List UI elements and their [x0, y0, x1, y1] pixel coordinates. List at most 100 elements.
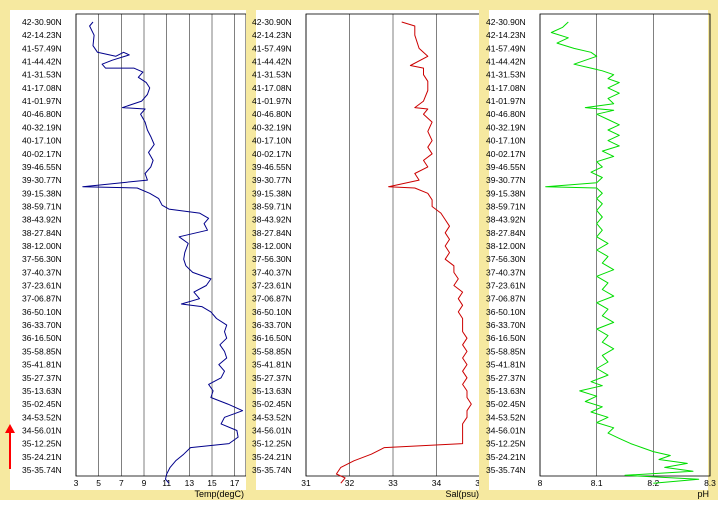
- x-tick-label: 33: [388, 478, 398, 488]
- y-tick-label: 40-17.10N: [486, 136, 526, 146]
- y-tick-label: 39-15.38N: [486, 188, 526, 198]
- y-tick-label: 41-01.97N: [486, 96, 526, 106]
- series-line: [335, 21, 472, 484]
- y-tick-label: 37-56.30N: [252, 254, 292, 264]
- y-tick-label: 35-41.81N: [252, 360, 292, 370]
- y-tick-label: 41-17.08N: [252, 83, 292, 93]
- y-tick-label: 35-35.74N: [486, 465, 526, 475]
- y-tick-label: 41-57.49N: [22, 43, 62, 53]
- y-tick-label: 37-56.30N: [486, 254, 526, 264]
- y-tick-label: 38-43.92N: [252, 215, 292, 225]
- chart-panel-3: 42-30.90N 42-14.23N 41-57.49N 41-44.42N 41-3…: [479, 0, 718, 500]
- y-tick-label: 34-53.52N: [22, 412, 62, 422]
- y-tick-label: 39-46.55N: [22, 162, 62, 172]
- x-tick-label: 3: [74, 478, 79, 488]
- y-tick-label: 35-02.45N: [22, 399, 62, 409]
- y-tick-label: 36-16.50N: [22, 333, 62, 343]
- x-tick-label: 8.1: [591, 478, 603, 488]
- y-tick-label: 39-46.55N: [252, 162, 292, 172]
- y-tick-label: 35-58.85N: [22, 346, 62, 356]
- x-axis-label: Sal(psu): [445, 489, 479, 499]
- y-tick-label: 40-17.10N: [252, 136, 292, 146]
- y-tick-label: 38-12.00N: [486, 241, 526, 251]
- x-tick-label: 32: [345, 478, 355, 488]
- y-tick-label: 35-58.85N: [252, 346, 292, 356]
- y-tick-label: 35-24.21N: [252, 452, 292, 462]
- y-tick-label: 35-13.63N: [486, 386, 526, 396]
- y-tick-label: 41-31.53N: [22, 70, 62, 80]
- y-tick-label: 36-33.70N: [252, 320, 292, 330]
- y-tick-label: 41-01.97N: [252, 96, 292, 106]
- y-tick-label: 38-12.00N: [252, 241, 292, 251]
- y-tick-label: 35-58.85N: [486, 346, 526, 356]
- y-tick-label: 36-50.10N: [486, 307, 526, 317]
- y-tick-label: 35-02.45N: [252, 399, 292, 409]
- x-tick-label: 31: [301, 478, 311, 488]
- y-tick-label: 40-32.19N: [252, 122, 292, 132]
- arrow-up-icon: [5, 424, 15, 469]
- y-tick-label: 41-31.53N: [252, 70, 292, 80]
- x-tick-label: 8: [538, 478, 543, 488]
- y-tick-label: 39-15.38N: [22, 188, 62, 198]
- y-tick-label: 36-16.50N: [486, 333, 526, 343]
- y-tick-label: 35-12.25N: [22, 439, 62, 449]
- x-tick-label: 9: [142, 478, 147, 488]
- y-tick-label: 37-23.61N: [22, 281, 62, 291]
- y-tick-label: 35-24.21N: [22, 452, 62, 462]
- y-tick-label: 40-02.17N: [252, 149, 292, 159]
- y-tick-label: 38-12.00N: [22, 241, 62, 251]
- y-tick-label: 35-02.45N: [486, 399, 526, 409]
- y-tick-label: 39-30.77N: [22, 175, 62, 185]
- y-tick-label: 37-40.37N: [252, 267, 292, 277]
- y-tick-label: 38-43.92N: [22, 215, 62, 225]
- y-tick-label: 40-17.10N: [22, 136, 62, 146]
- y-tick-label: 38-59.71N: [486, 201, 526, 211]
- y-tick-label: 40-46.80N: [22, 109, 62, 119]
- y-tick-label: 42-30.90N: [22, 17, 62, 27]
- y-tick-label: 40-46.80N: [486, 109, 526, 119]
- y-tick-label: 39-30.77N: [252, 175, 292, 185]
- y-tick-label: 35-35.74N: [22, 465, 62, 475]
- y-tick-label: 34-53.52N: [486, 412, 526, 422]
- y-tick-label: 41-17.08N: [22, 83, 62, 93]
- y-tick-label: 35-13.63N: [22, 386, 62, 396]
- y-tick-label: 37-06.87N: [486, 294, 526, 304]
- y-tick-label: 41-57.49N: [486, 43, 526, 53]
- y-tick-label: 38-59.71N: [22, 201, 62, 211]
- y-tick-label: 37-23.61N: [486, 281, 526, 291]
- y-tick-label: 37-56.30N: [22, 254, 62, 264]
- y-tick-label: 40-46.80N: [252, 109, 292, 119]
- y-tick-label: 40-02.17N: [22, 149, 62, 159]
- y-tick-label: 41-44.42N: [486, 57, 526, 67]
- y-tick-label: 41-57.49N: [252, 43, 292, 53]
- y-tick-label: 42-14.23N: [486, 30, 526, 40]
- y-tick-label: 35-27.37N: [486, 373, 526, 383]
- x-axis-label: Temp(degC): [194, 489, 244, 499]
- y-tick-label: 41-31.53N: [486, 70, 526, 80]
- y-tick-label: 38-59.71N: [252, 201, 292, 211]
- panel-frame: [479, 0, 718, 500]
- x-tick-label: 8.3: [704, 478, 716, 488]
- y-tick-label: 42-30.90N: [252, 17, 292, 27]
- y-tick-label: 34-56.01N: [252, 425, 292, 435]
- y-tick-label: 35-24.21N: [486, 452, 526, 462]
- chart-panel-2: 42-30.90N 42-14.23N 41-57.49N 41-44.42N 41-3…: [246, 0, 489, 500]
- series-line: [82, 21, 244, 484]
- y-tick-label: 39-46.55N: [486, 162, 526, 172]
- y-tick-label: 42-30.90N: [486, 17, 526, 27]
- y-tick-label: 36-50.10N: [252, 307, 292, 317]
- y-tick-label: 40-02.17N: [486, 149, 526, 159]
- y-tick-label: 35-13.63N: [252, 386, 292, 396]
- y-tick-label: 34-56.01N: [486, 425, 526, 435]
- y-tick-label: 35-12.25N: [252, 439, 292, 449]
- y-tick-label: 41-44.42N: [252, 57, 292, 67]
- y-tick-label: 37-40.37N: [486, 267, 526, 277]
- y-tick-label: 34-53.52N: [252, 412, 292, 422]
- y-tick-label: 40-32.19N: [486, 122, 526, 132]
- y-tick-label: 37-06.87N: [252, 294, 292, 304]
- x-tick-label: 5: [96, 478, 101, 488]
- y-tick-label: 39-15.38N: [252, 188, 292, 198]
- y-tick-label: 35-27.37N: [252, 373, 292, 383]
- plot-area: [539, 13, 711, 477]
